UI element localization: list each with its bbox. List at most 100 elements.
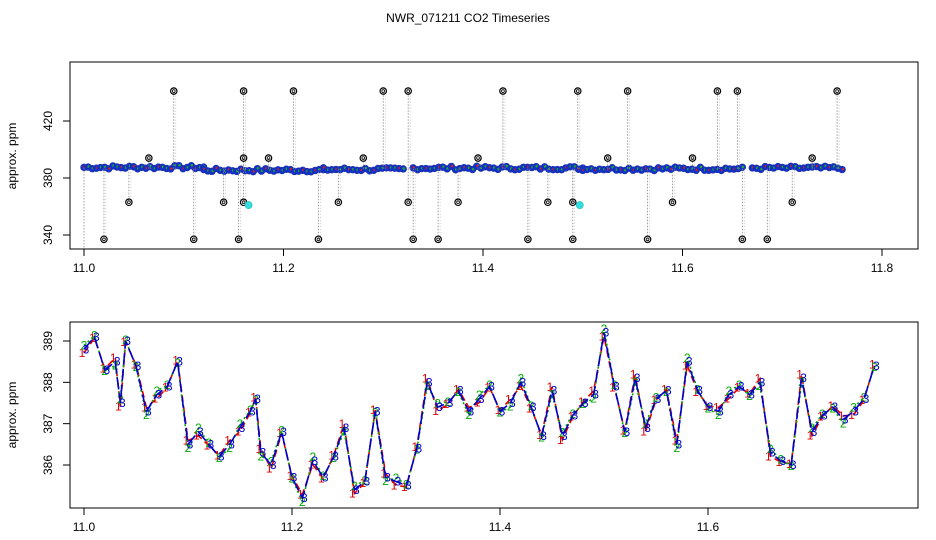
series-2-marker: 2	[590, 391, 597, 405]
top-outlier-high-point	[289, 87, 298, 95]
series-2-marker: 2	[257, 449, 264, 463]
top-outlier-point-inner	[221, 200, 226, 205]
series-3-marker: 3	[821, 408, 828, 422]
top-outlier-high-point	[499, 87, 507, 95]
series-2-marker: 2	[653, 391, 660, 405]
top-outlier-point	[603, 154, 612, 162]
series-3-marker: 3	[519, 375, 526, 389]
series-3-marker: 3	[436, 400, 443, 414]
top-outlier-point-inner	[241, 200, 246, 205]
top-outlier-high-point	[833, 87, 841, 95]
series-3-marker: 3	[488, 379, 495, 393]
top-x-tick-label: 11.6	[671, 261, 694, 275]
series-3-marker: 3	[197, 425, 204, 439]
series-1-marker: 1	[588, 384, 595, 398]
series-1-marker: 1	[422, 372, 429, 386]
top-outlier-low-point-inner	[191, 237, 196, 242]
top-outlier-point	[454, 198, 462, 207]
series-1-marker: 1	[349, 487, 356, 501]
series-3-marker: 3	[228, 437, 235, 451]
series-2-marker: 2	[684, 351, 691, 365]
top-base-point-inner	[178, 163, 181, 167]
top-outlier-point	[334, 198, 343, 207]
top-x-tick-label: 11.2	[272, 261, 295, 275]
series-2-marker: 2	[205, 436, 212, 450]
top-outlier-high-point-inner	[575, 89, 580, 93]
series-1-marker: 1	[474, 396, 481, 410]
series-3-marker: 3	[613, 379, 620, 393]
series-2-marker: 2	[309, 450, 316, 464]
top-outlier-low-point-inner	[645, 237, 650, 242]
bottom-y-tick-label: 387	[41, 413, 55, 433]
series-1-marker: 1	[141, 401, 148, 415]
top-plot-content	[80, 87, 846, 249]
series-1-marker: 1	[703, 399, 710, 413]
series-3-marker: 3	[176, 355, 183, 369]
series-2-line	[83, 328, 876, 505]
bottom-x-tick-label: 11.2	[281, 520, 304, 534]
series-1-marker: 1	[183, 434, 190, 448]
top-outlier-low-point-inner	[765, 237, 770, 242]
series-3-marker: 3	[166, 379, 173, 393]
top-outlier-point-inner	[690, 156, 695, 160]
top-outlier-low-point-inner	[236, 237, 241, 242]
series-1-marker: 1	[609, 381, 616, 395]
series-2-marker: 2	[351, 479, 358, 493]
series-3-marker: 3	[145, 404, 152, 418]
series-2-marker: 2	[497, 406, 504, 420]
series-3-marker: 3	[738, 379, 745, 393]
series-1-marker: 1	[682, 358, 689, 372]
series-3-marker: 3	[405, 479, 412, 493]
series-1-marker: 1	[172, 353, 179, 367]
series-1-marker: 1	[339, 417, 346, 431]
series-1-marker: 1	[328, 448, 335, 462]
top-base-points	[80, 161, 846, 176]
top-outlier-point-inner	[361, 156, 366, 160]
series-1-marker: 1	[796, 367, 803, 381]
series-3-marker: 3	[540, 429, 547, 443]
series-3-marker: 3	[592, 388, 599, 402]
series-2-marker: 2	[819, 407, 826, 421]
series-1-marker: 1	[557, 433, 564, 447]
series-1-marker: 1	[120, 335, 127, 349]
series-1-marker: 1	[640, 425, 647, 439]
series-3-marker: 3	[249, 404, 256, 418]
series-1-marker: 1	[526, 401, 533, 415]
series-2-marker: 2	[101, 364, 108, 378]
top-outlier-point	[544, 198, 552, 207]
series-3-marker: 3	[322, 470, 329, 484]
bottom-x-tick-label: 11.6	[697, 520, 720, 534]
series-1-marker: 1	[287, 469, 294, 483]
series-1-marker: 1	[619, 424, 626, 438]
series-3-marker: 3	[707, 400, 714, 414]
top-outlier-point-inner	[456, 200, 460, 205]
series-2-marker: 2	[809, 421, 816, 435]
series-1-marker: 1	[817, 410, 824, 424]
series-1-marker: 1	[411, 440, 418, 454]
series-2-marker: 2	[216, 451, 223, 465]
bottom-x-tick-label: 11.4	[489, 520, 512, 534]
series-3-marker: 3	[254, 392, 261, 406]
series-1-marker: 1	[318, 472, 325, 486]
series-3-marker: 3	[530, 400, 537, 414]
series-3-marker: 3	[686, 355, 693, 369]
series-3-marker: 3	[239, 421, 246, 435]
top-base-point-inner	[402, 167, 406, 170]
top-outlier-low-point	[738, 235, 747, 244]
top-outlier-point-inner	[147, 156, 151, 160]
series-1-marker: 1	[599, 329, 606, 343]
bottom-y-tick-label: 386	[41, 455, 55, 475]
series-1-marker: 1	[110, 351, 117, 365]
series-1-marker: 1	[453, 382, 460, 396]
series-2-marker: 2	[393, 471, 400, 485]
top-outlier-point-inner	[810, 156, 814, 160]
top-outlier-low-point	[434, 235, 442, 244]
series-2-marker: 2	[320, 469, 327, 483]
top-outlier-high-point	[623, 87, 632, 95]
series-3-marker: 3	[467, 404, 474, 418]
series-2-marker: 2	[642, 417, 649, 431]
series-3-marker: 3	[280, 425, 287, 439]
top-base-point-inner	[699, 165, 703, 169]
series-2-marker: 2	[237, 417, 244, 431]
top-outlier-low-point	[189, 235, 198, 244]
